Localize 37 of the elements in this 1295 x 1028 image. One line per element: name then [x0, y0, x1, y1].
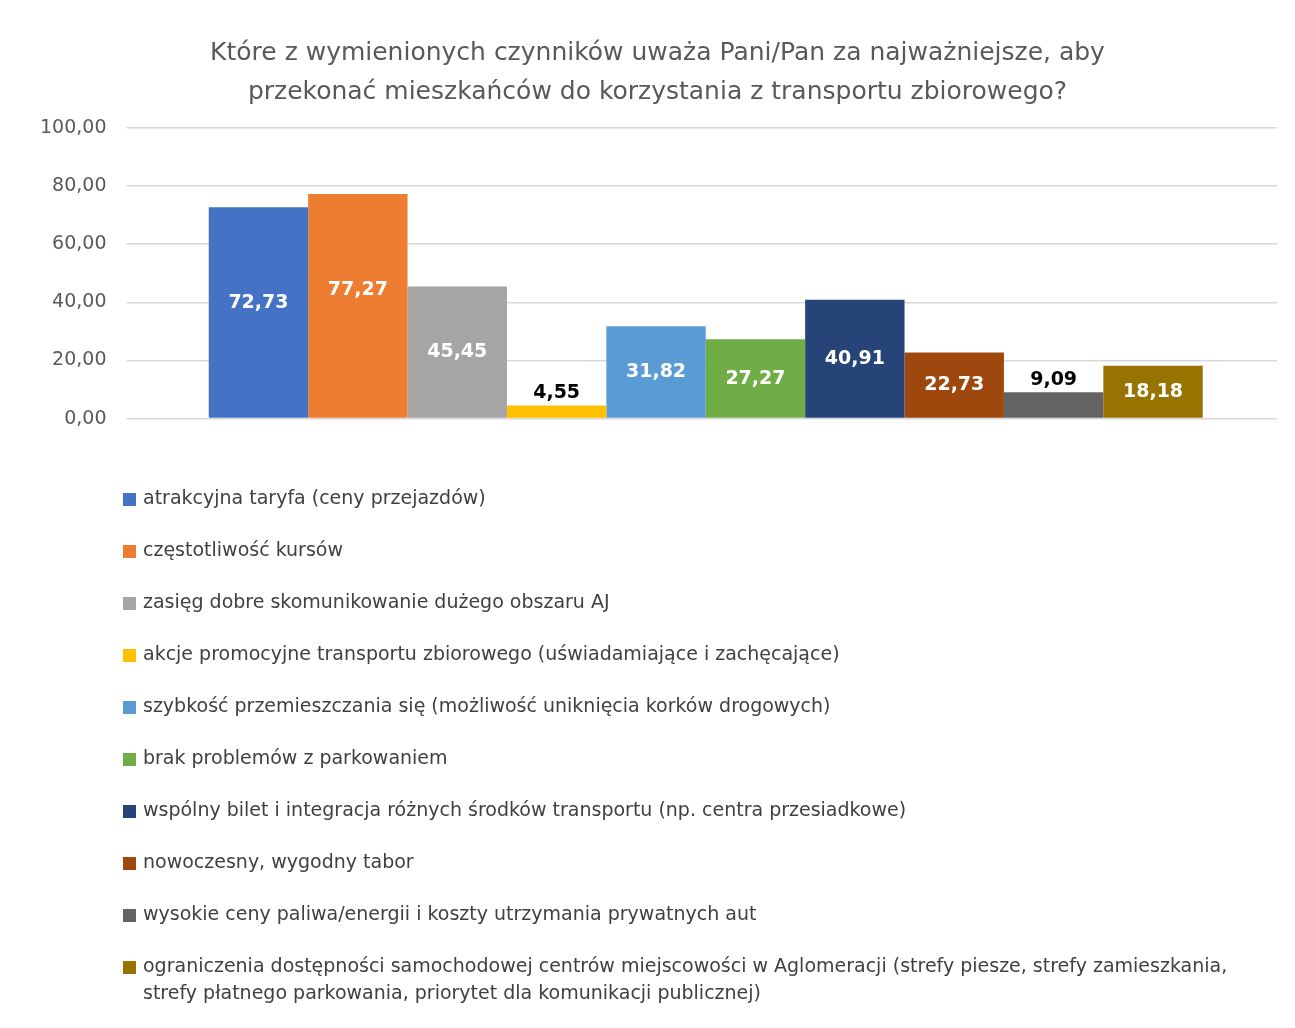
- legend-label: zasięg dobre skomunikowanie dużego obszaru AJ: [143, 589, 610, 614]
- data-label: 72,73: [228, 290, 289, 313]
- legend-label: ograniczenia dostępności samochodowej centrów miejscowości w Aglomeracji (strefy piesze, strefy zamieszkania, strefy płatnego parkowania, priorytet dla komunikacji publicznej): [143, 953, 1229, 1005]
- data-label: 31,82: [625, 358, 687, 381]
- legend-label: wspólny bilet i integracja różnych środków transportu (np. centra przesiadkowe): [143, 797, 907, 822]
- y-tick-label: 100,00: [40, 114, 107, 137]
- bar: [904, 352, 1004, 418]
- bar: [705, 339, 806, 418]
- y-tick-label: 40,00: [52, 289, 107, 312]
- bar: [506, 405, 607, 418]
- legend-label: wysokie ceny paliwa/energii i koszty utrzymania prywatnych aut: [143, 901, 757, 926]
- legend-label: akcje promocyjne transportu zbiorowego (uświadamiające i zachęcające): [143, 641, 840, 666]
- bar: [1003, 392, 1104, 418]
- data-label: 22,73: [924, 372, 985, 395]
- data-label: 40,91: [824, 345, 885, 368]
- bar: [1103, 365, 1203, 418]
- legend-label: szybkość przemieszczania się (możliwość uniknięcia korków drogowych): [143, 693, 831, 718]
- y-tick-label: 0,00: [64, 405, 107, 428]
- bar: [606, 326, 706, 418]
- data-label: 45,45: [427, 339, 488, 362]
- y-tick-label: 80,00: [52, 173, 107, 196]
- legend-label: częstotliwość kursów: [143, 537, 343, 562]
- data-label: 9,09: [1030, 367, 1078, 390]
- bar: [407, 286, 507, 418]
- chart-title: Które z wymienionych czynników uważa Pani/Pan za najważniejsze, aby przekonać mieszkańców do korzystania z transportu zbiorowego?: [209, 36, 1106, 107]
- bar: [308, 194, 408, 418]
- legend-label: nowoczesny, wygodny tabor: [143, 849, 414, 874]
- bar: [208, 207, 309, 418]
- y-tick-label: 60,00: [52, 231, 107, 254]
- legend-label: atrakcyjna taryfa (ceny przejazdów): [143, 485, 486, 510]
- data-label: 77,27: [327, 276, 388, 299]
- data-label: 27,27: [725, 365, 786, 388]
- bar: [805, 299, 905, 418]
- legend-label: brak problemów z parkowaniem: [143, 745, 448, 770]
- data-label: 4,55: [533, 380, 581, 403]
- y-tick-label: 20,00: [52, 347, 107, 370]
- data-label: 18,18: [1122, 378, 1184, 401]
